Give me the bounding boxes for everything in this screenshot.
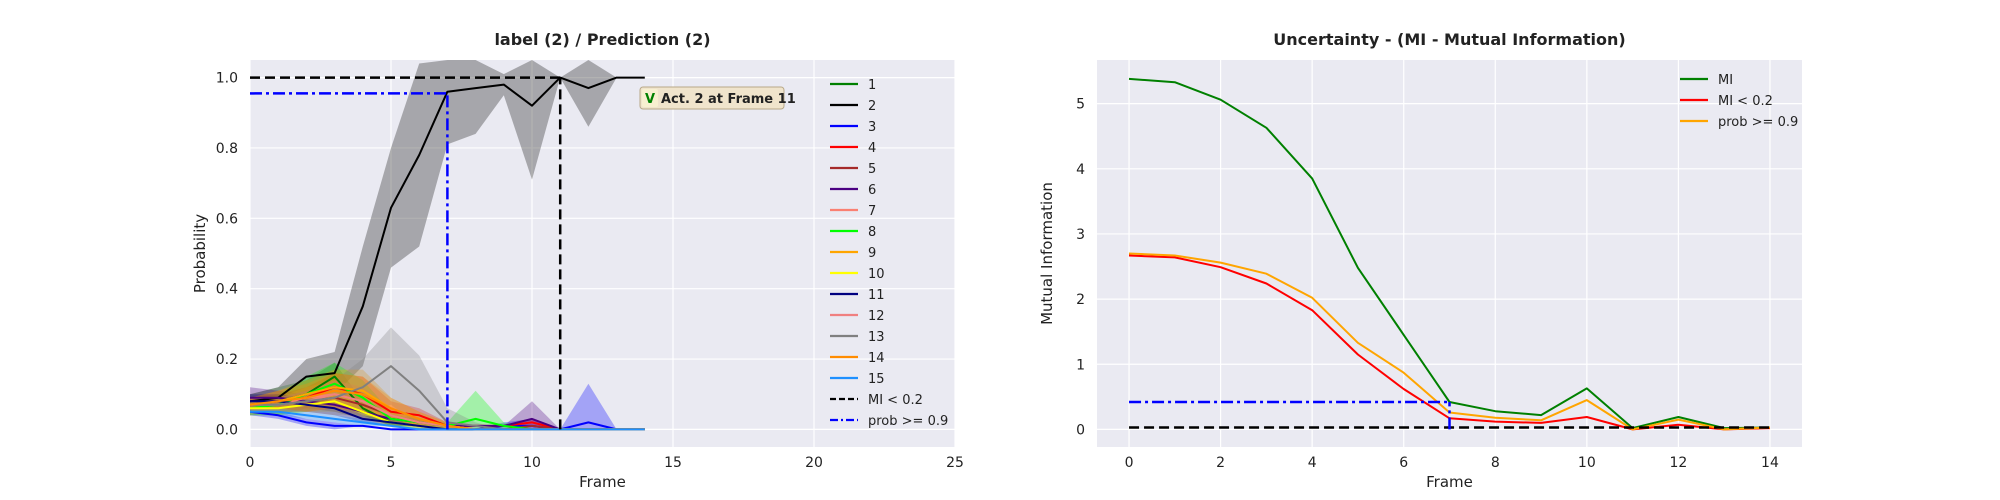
y-tick-label: 1.0 xyxy=(216,71,238,87)
series-band-3 xyxy=(250,383,645,430)
legend-entry-label: prob >= 0.9 xyxy=(1718,115,1798,130)
series-band-2 xyxy=(250,60,645,409)
legend-entry-label: 8 xyxy=(868,225,876,240)
y-axis-label: Probability xyxy=(191,214,209,293)
y-tick-label: 2 xyxy=(1076,292,1085,308)
x-axis-label: Frame xyxy=(579,473,626,491)
y-axis-label: Mutual Information xyxy=(1038,182,1056,325)
legend-entry-label: 12 xyxy=(868,309,885,324)
y-tick-label: 5 xyxy=(1076,97,1085,113)
legend-entry-label: 5 xyxy=(868,162,876,177)
y-tick-label: 4 xyxy=(1076,162,1085,178)
legend-entry-label: 4 xyxy=(868,141,876,156)
legend-entry-label: MI < 0.2 xyxy=(1718,94,1773,109)
x-tick-label: 14 xyxy=(1761,455,1779,471)
legend-entry-label: 2 xyxy=(868,99,876,114)
x-tick-label: 12 xyxy=(1669,455,1687,471)
x-tick-label: 8 xyxy=(1491,455,1500,471)
series-band-4 xyxy=(250,373,645,430)
annotation-badge-bg xyxy=(642,89,658,107)
x-tick-label: 20 xyxy=(805,455,823,471)
y-tick-label: 0.6 xyxy=(216,211,238,227)
x-tick-label: 2 xyxy=(1216,455,1225,471)
legend-entry-label: MI < 0.2 xyxy=(868,393,923,408)
x-tick-label: 5 xyxy=(387,455,396,471)
legend-entry-label: MI xyxy=(1718,73,1733,88)
series-band-9 xyxy=(250,369,645,430)
legend-entry-label: 1 xyxy=(868,78,876,93)
legend-entry-label: prob >= 0.9 xyxy=(868,414,948,429)
x-tick-label: 15 xyxy=(664,455,682,471)
x-axis-label: Frame xyxy=(1426,473,1473,491)
y-tick-label: 1 xyxy=(1076,357,1085,373)
plot-area xyxy=(1097,60,1802,447)
x-tick-label: 10 xyxy=(523,455,541,471)
annotation: V Act. 2 at Frame 11 xyxy=(639,86,796,110)
y-tick-label: 0.0 xyxy=(216,422,238,438)
legend-entry-label: 3 xyxy=(868,120,876,135)
series-band-8 xyxy=(250,362,645,430)
chart-title: label (2) / Prediction (2) xyxy=(494,30,710,49)
y-tick-label: 0.8 xyxy=(216,141,238,157)
series-line-2 xyxy=(250,76,645,403)
annotation-text: Act. 2 at Frame 11 xyxy=(661,92,796,107)
legend-entry-label: 7 xyxy=(868,204,876,219)
y-tick-label: 0.2 xyxy=(216,352,238,368)
series-band-13 xyxy=(250,327,645,430)
x-tick-label: 0 xyxy=(246,455,255,471)
x-tick-label: 10 xyxy=(1578,455,1596,471)
legend-entry-label: 10 xyxy=(868,267,885,282)
data-layer xyxy=(1128,77,1771,431)
y-tick-label: 0.4 xyxy=(216,282,238,298)
legend-entry-label: 14 xyxy=(868,351,885,366)
x-tick-label: 6 xyxy=(1399,455,1408,471)
series-band-15 xyxy=(250,408,645,430)
series-band-6 xyxy=(250,387,645,430)
y-tick-label: 3 xyxy=(1076,227,1085,243)
annotation-badge: V xyxy=(645,92,655,107)
legend-entry-label: 13 xyxy=(868,330,885,345)
legend: MI MI < 0.2 prob >= 0.9 xyxy=(1680,73,1798,130)
series-line-MI xyxy=(1128,77,1771,430)
legend-entry-label: 6 xyxy=(868,183,876,198)
series-band-14 xyxy=(250,373,645,430)
x-tick-label: 25 xyxy=(946,455,964,471)
x-tick-label: 4 xyxy=(1308,455,1317,471)
legend-entry-label: 9 xyxy=(868,246,876,261)
chart-title: Uncertainty - (MI - Mutual Information) xyxy=(1273,30,1625,49)
legend-entry-label: 15 xyxy=(868,372,885,387)
y-tick-label: 0 xyxy=(1076,422,1085,438)
x-tick-label: 0 xyxy=(1125,455,1134,471)
data-layer xyxy=(250,60,645,431)
legend-entry-label: 11 xyxy=(868,288,885,303)
annotation-box xyxy=(639,86,785,110)
